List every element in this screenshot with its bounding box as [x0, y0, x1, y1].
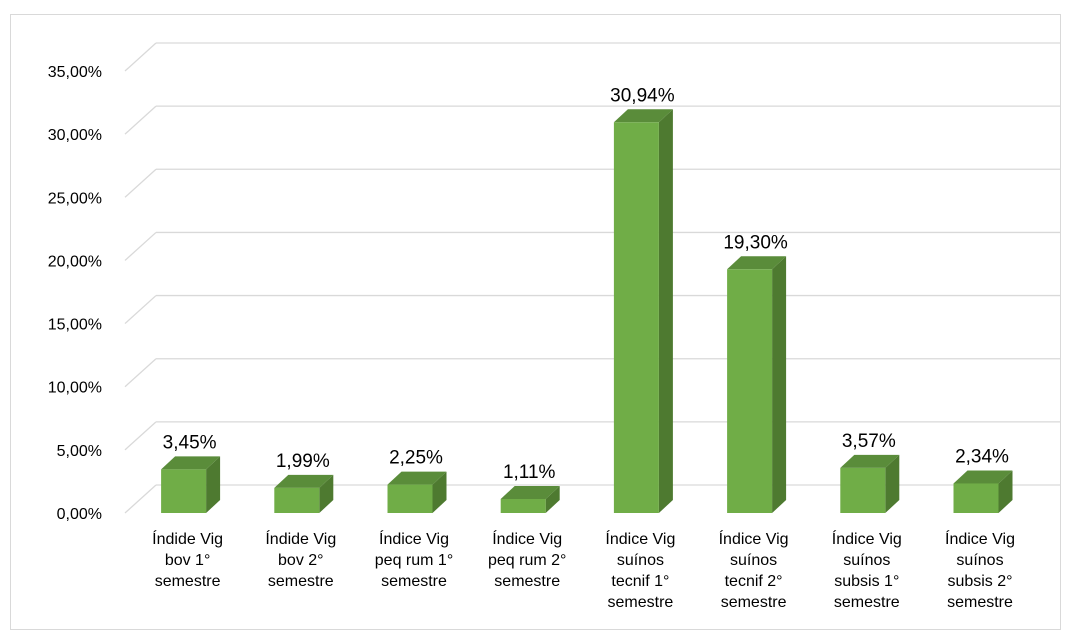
category-label-line: peq rum 2° — [488, 552, 566, 569]
category-label-line: Índice Vig — [719, 529, 789, 548]
category-label-line: bov 1° — [165, 552, 211, 569]
bar — [840, 455, 899, 513]
y-tick-label: 15,00% — [48, 317, 102, 334]
y-tick-label: 30,00% — [48, 127, 102, 144]
data-label: 2,25% — [389, 448, 443, 469]
category-label-line: Índice Vig — [605, 529, 675, 548]
bar-front — [501, 499, 546, 513]
category-label: Índide Vig bov 1° semestre — [152, 529, 223, 590]
category-label-line: Índice Vig — [492, 529, 562, 548]
category-label-line: Índide Vig — [152, 529, 223, 548]
y-tick-label: 0,00% — [57, 506, 102, 523]
category-label: Índide Vig bov 2° semestre — [265, 529, 336, 590]
bar-front — [840, 468, 885, 513]
y-tick-label: 20,00% — [48, 253, 102, 270]
category-label-line: subsis 1° — [834, 573, 899, 590]
y-tick-label: 10,00% — [48, 380, 102, 397]
bar-front — [614, 122, 659, 513]
gridline-slant — [125, 485, 156, 513]
bar — [274, 475, 333, 513]
category-label-line: peq rum 1° — [375, 552, 453, 569]
category-label: Índice Vig peq rum 2° semestre — [488, 529, 566, 590]
category-label-line: semestre — [721, 594, 787, 611]
data-label: 2,34% — [955, 446, 1009, 467]
category-label: Índice Vig suínos subsis 1° semestre — [832, 529, 902, 611]
bar — [161, 456, 220, 513]
gridline-slant — [125, 422, 156, 450]
category-label-line: semestre — [268, 573, 334, 590]
gridlines — [125, 43, 1061, 513]
y-axis-ticks: 0,00% 5,00% 10,00% 15,00% 20,00% 25,00% 30,00%… — [48, 64, 102, 523]
gridline-slant — [125, 296, 156, 324]
category-label-line: Índice Vig — [832, 529, 902, 548]
bar — [727, 256, 786, 513]
category-label-line: suínos — [956, 552, 1003, 569]
data-label: 30,94% — [610, 85, 675, 106]
y-tick-label: 5,00% — [57, 443, 102, 460]
category-label: Índice Vig suínos tecnif 2° semestre — [719, 529, 789, 611]
category-label-line: semestre — [608, 594, 674, 611]
category-label-line: semestre — [155, 573, 221, 590]
category-label: Índice Vig peq rum 1° semestre — [375, 529, 453, 590]
gridline-slant — [125, 169, 156, 197]
category-label-line: Índice Vig — [379, 529, 449, 548]
category-label-line: semestre — [947, 594, 1013, 611]
bar — [388, 472, 447, 513]
category-label-line: semestre — [834, 594, 900, 611]
bar-front — [161, 469, 206, 513]
bar-front — [274, 488, 319, 513]
category-label-line: semestre — [494, 573, 560, 590]
category-label-line: Índide Vig — [265, 529, 336, 548]
category-label-line: tecnif 1° — [611, 573, 669, 590]
data-label: 3,45% — [163, 432, 217, 453]
bar-front — [388, 485, 433, 513]
category-label-line: tecnif 2° — [725, 573, 783, 590]
category-label-line: bov 2° — [278, 552, 324, 569]
bar-front — [727, 269, 772, 513]
category-label-line: suínos — [843, 552, 890, 569]
y-tick-label: 35,00% — [48, 64, 102, 81]
category-label-line: suínos — [617, 552, 664, 569]
category-label-line: subsis 2° — [947, 573, 1012, 590]
bar — [501, 486, 560, 513]
bar — [614, 109, 673, 513]
category-label: Índice Vig suínos subsis 2° semestre — [945, 529, 1015, 611]
data-label: 3,57% — [842, 431, 896, 452]
gridline-slant — [125, 359, 156, 387]
gridline-slant — [125, 43, 156, 71]
category-label: Índice Vig suínos tecnif 1° semestre — [605, 529, 675, 611]
bar-front — [954, 483, 999, 513]
data-label: 1,99% — [276, 451, 330, 472]
data-label: 19,30% — [723, 232, 788, 253]
category-label-line: Índice Vig — [945, 529, 1015, 548]
category-label-line: suínos — [730, 552, 777, 569]
data-label: 1,11% — [503, 462, 556, 483]
category-label-line: semestre — [381, 573, 447, 590]
data-labels: 3,45% 1,99% 2,25% 1,11% 30,94% 19,30% 3,57% 2,3… — [163, 85, 1009, 483]
x-axis-categories: Índide Vig bov 1° semestre Índide Vig bov 2°… — [152, 529, 1015, 611]
bar-side — [772, 256, 786, 513]
bar — [954, 470, 1013, 513]
y-tick-label: 25,00% — [48, 190, 102, 207]
gridline-slant — [125, 232, 156, 260]
bar-side — [659, 109, 673, 513]
gridline-slant — [125, 106, 156, 134]
